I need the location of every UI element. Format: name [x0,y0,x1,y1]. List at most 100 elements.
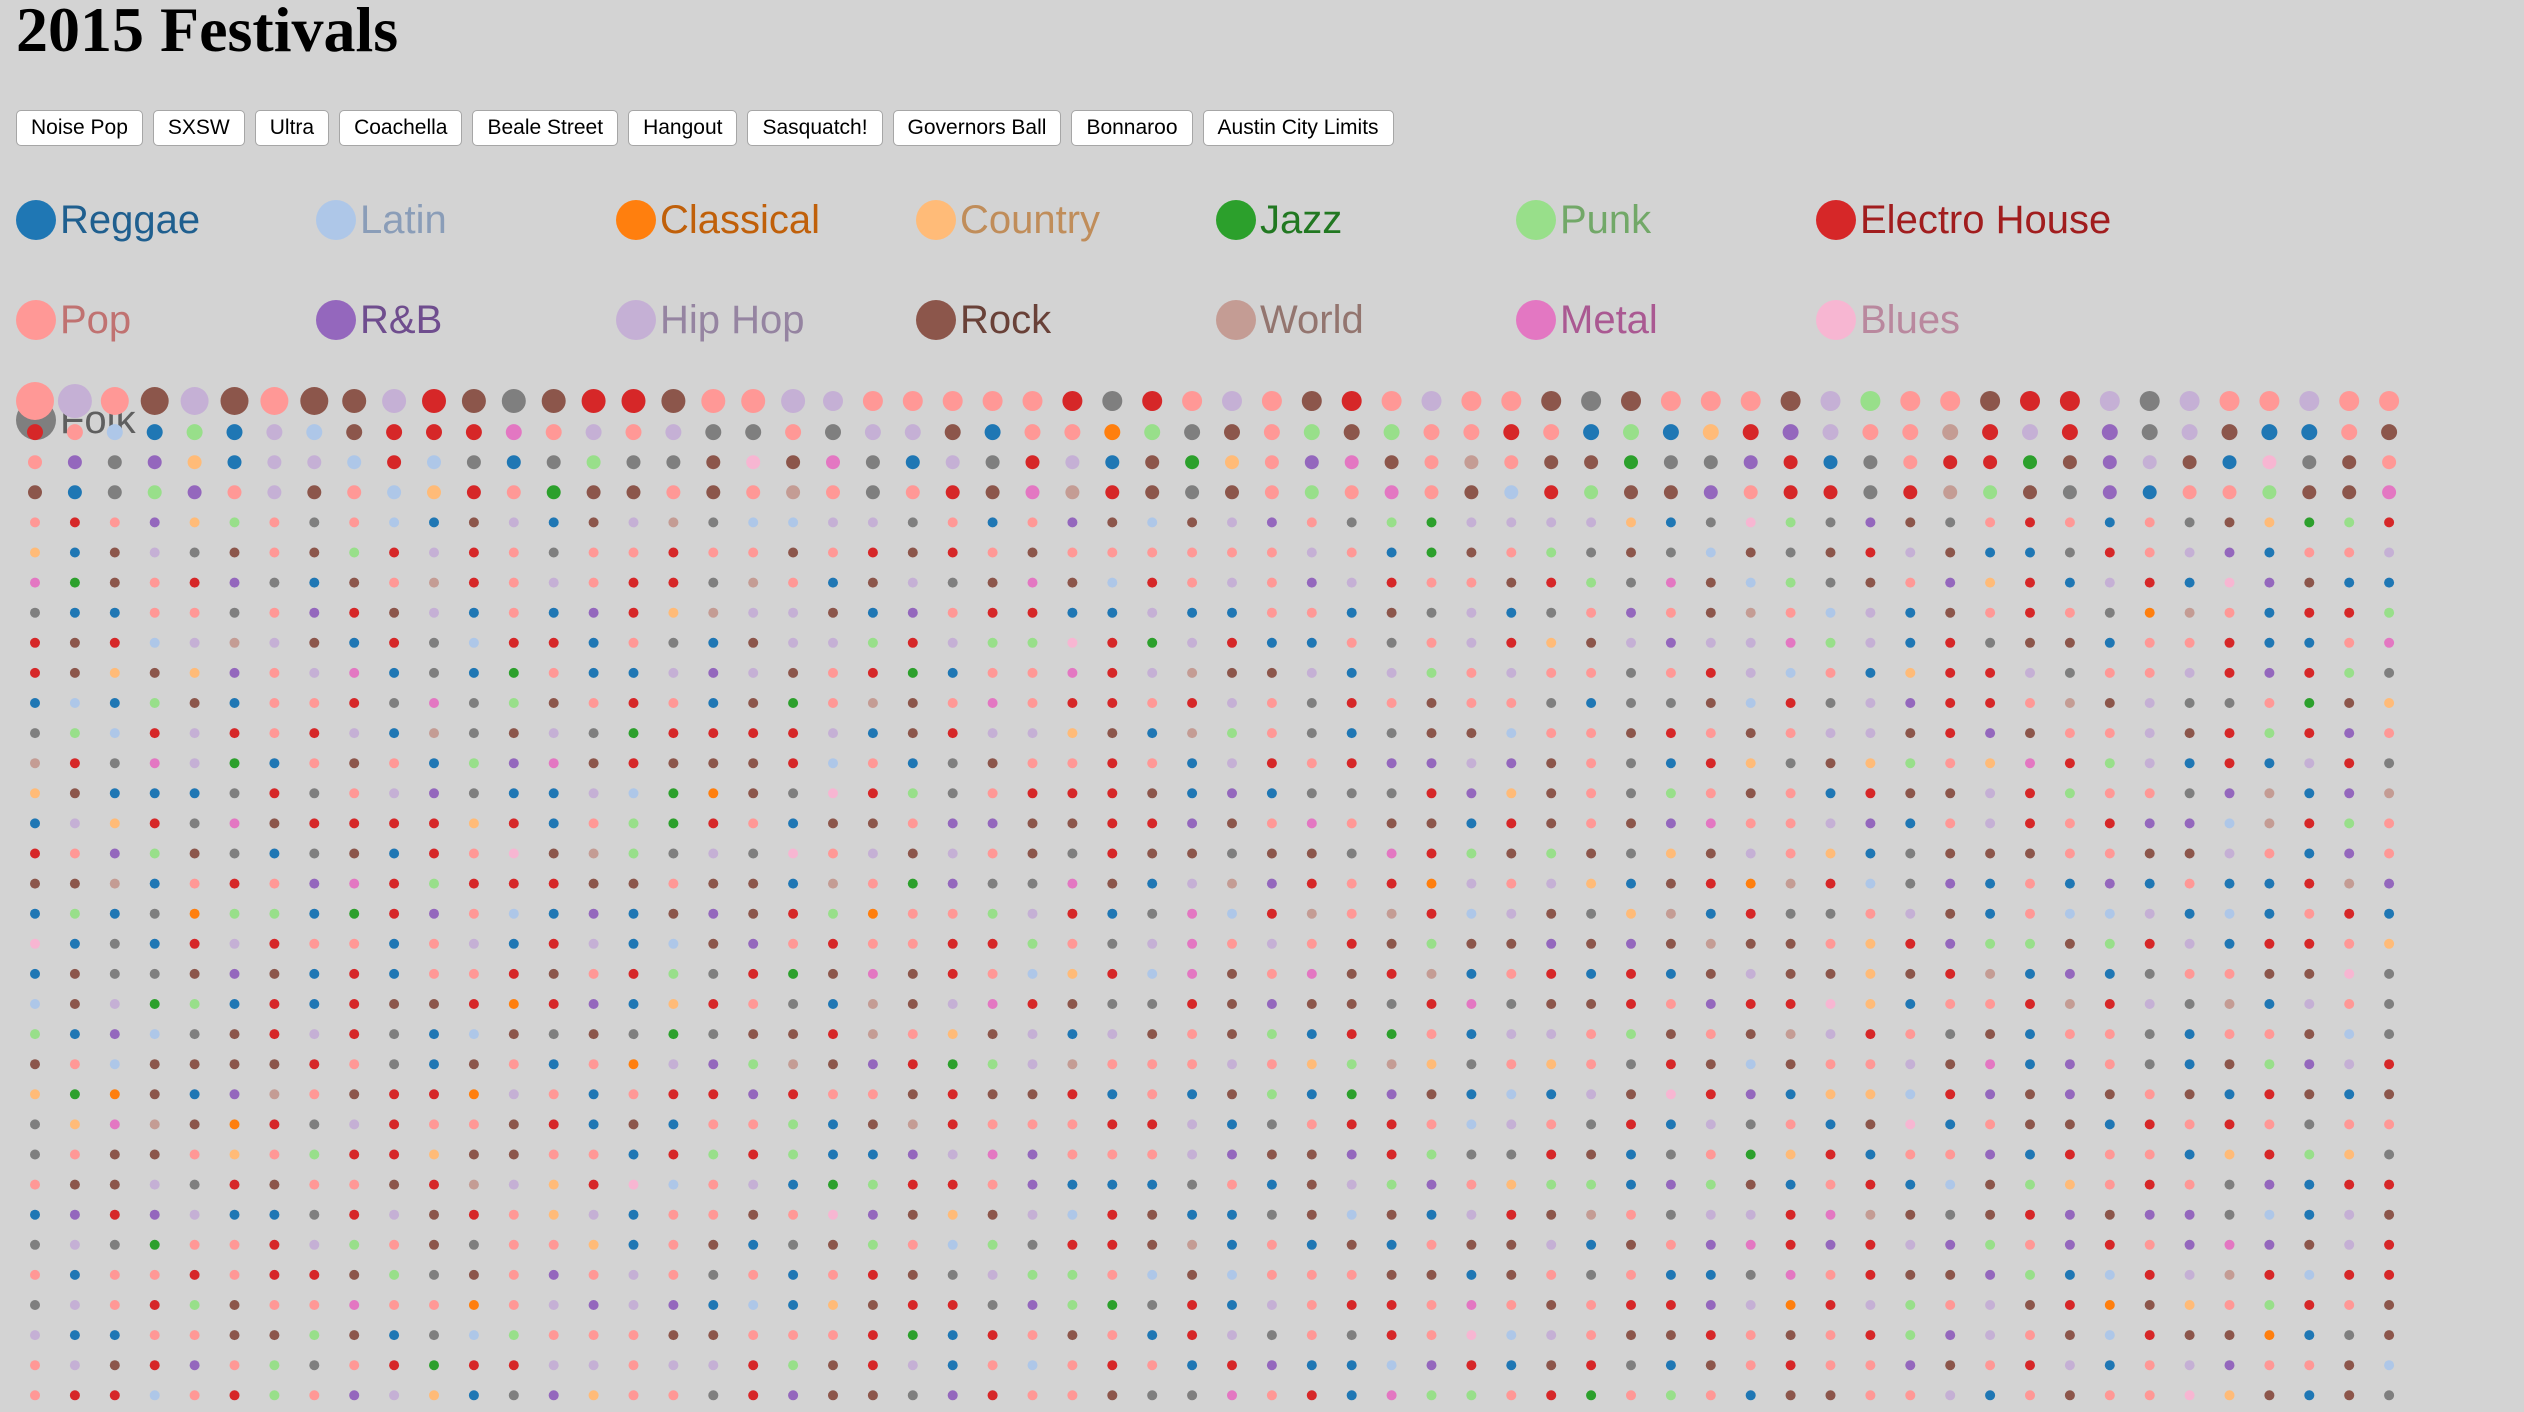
artist-dot[interactable] [1466,1179,1477,1190]
artist-dot[interactable] [788,1149,799,1160]
artist-dot[interactable] [746,485,761,500]
artist-dot[interactable] [2384,878,2395,889]
artist-dot[interactable] [1227,698,1237,708]
artist-dot[interactable] [828,908,838,919]
artist-dot[interactable] [2304,607,2315,618]
artist-dot[interactable] [1985,1269,1996,1280]
artist-dot[interactable] [342,389,367,413]
artist-dot[interactable] [1705,818,1716,829]
artist-dot[interactable] [786,455,801,470]
artist-dot[interactable] [429,1089,439,1100]
artist-dot[interactable] [1067,667,1078,678]
artist-dot[interactable] [1705,1119,1716,1130]
artist-dot[interactable] [1665,1119,1676,1130]
artist-dot[interactable] [1586,1059,1597,1070]
artist-dot[interactable] [2344,968,2355,979]
artist-dot[interactable] [947,999,958,1009]
artist-dot[interactable] [461,389,486,413]
artist-dot[interactable] [1745,1239,1756,1250]
artist-dot[interactable] [1027,788,1038,799]
artist-dot[interactable] [947,1149,958,1160]
artist-dot[interactable] [987,637,998,648]
artist-dot[interactable] [1386,1269,1397,1280]
artist-dot[interactable] [1424,455,1439,470]
artist-dot[interactable] [1147,607,1158,618]
artist-dot[interactable] [1546,1029,1557,1040]
artist-dot[interactable] [2184,1269,2195,1280]
artist-dot[interactable] [1626,848,1636,859]
artist-dot[interactable] [661,389,686,413]
artist-dot[interactable] [2344,547,2355,558]
artist-dot[interactable] [907,667,918,678]
artist-dot[interactable] [2184,517,2195,528]
artist-dot[interactable] [30,1209,40,1220]
artist-dot[interactable] [508,577,519,588]
artist-dot[interactable] [1626,818,1636,829]
artist-dot[interactable] [269,1059,280,1070]
artist-dot[interactable] [548,758,559,769]
artist-dot[interactable] [708,908,719,919]
artist-dot[interactable] [668,999,679,1009]
artist-dot[interactable] [1745,1149,1756,1160]
artist-dot[interactable] [2184,1059,2195,1070]
artist-dot[interactable] [1227,788,1237,799]
artist-dot[interactable] [2384,728,2395,739]
artist-dot[interactable] [1624,455,1638,470]
artist-dot[interactable] [1147,758,1158,769]
artist-dot[interactable] [1905,878,1916,889]
artist-dot[interactable] [1865,1119,1876,1130]
artist-dot[interactable] [1705,1360,1716,1371]
artist-dot[interactable] [109,577,120,588]
artist-dot[interactable] [1266,577,1277,588]
artist-dot[interactable] [1745,667,1756,678]
artist-dot[interactable] [2062,455,2077,470]
artist-dot[interactable] [1067,1209,1078,1220]
artist-dot[interactable] [2384,577,2395,588]
artist-dot[interactable] [748,878,759,889]
artist-dot[interactable] [628,577,639,588]
artist-dot[interactable] [1027,517,1038,528]
artist-dot[interactable] [1905,667,1916,678]
artist-dot[interactable] [1426,517,1437,528]
artist-dot[interactable] [2104,1269,2115,1280]
artist-dot[interactable] [708,999,719,1009]
artist-dot[interactable] [349,818,360,829]
artist-dot[interactable] [1745,637,1756,648]
artist-dot[interactable] [2304,1029,2315,1040]
artist-dot[interactable] [1266,758,1277,769]
artist-dot[interactable] [907,878,918,889]
artist-dot[interactable] [387,485,402,500]
artist-dot[interactable] [2025,908,2035,919]
artist-dot[interactable] [109,728,120,739]
artist-dot[interactable] [1506,938,1517,949]
artist-dot[interactable] [788,698,799,708]
artist-dot[interactable] [2104,547,2115,558]
artist-dot[interactable] [2344,637,2355,648]
artist-dot[interactable] [2224,818,2235,829]
artist-dot[interactable] [1107,517,1118,528]
artist-dot[interactable] [2184,758,2195,769]
artist-dot[interactable] [1067,1089,1078,1100]
artist-dot[interactable] [862,391,883,411]
artist-dot[interactable] [907,758,918,769]
artist-dot[interactable] [1304,485,1319,500]
artist-dot[interactable] [1985,547,1996,558]
artist-dot[interactable] [149,698,160,708]
artist-dot[interactable] [229,577,240,588]
artist-dot[interactable] [1027,1149,1038,1160]
artist-dot[interactable] [468,968,479,979]
artist-dot[interactable] [1785,1390,1796,1401]
artist-dot[interactable] [1665,999,1676,1009]
artist-dot[interactable] [1027,1179,1038,1190]
artist-dot[interactable] [269,577,280,588]
artist-dot[interactable] [389,1239,400,1250]
artist-dot[interactable] [668,1269,679,1280]
artist-dot[interactable] [229,547,240,558]
artist-dot[interactable] [57,384,92,418]
artist-dot[interactable] [748,788,759,799]
artist-dot[interactable] [2025,517,2035,528]
artist-dot[interactable] [229,968,240,979]
artist-dot[interactable] [269,1209,280,1220]
artist-dot[interactable] [149,1360,160,1371]
artist-dot[interactable] [229,1149,240,1160]
